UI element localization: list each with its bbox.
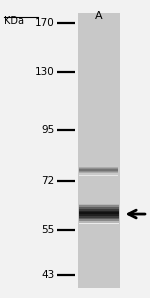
Bar — [78, 178, 120, 192]
Bar — [80, 169, 118, 171]
Bar — [80, 171, 118, 172]
Text: 95: 95 — [41, 125, 54, 135]
Text: KDa: KDa — [4, 15, 24, 26]
Text: A: A — [95, 11, 103, 21]
Bar — [78, 26, 120, 40]
Bar — [79, 205, 119, 207]
Bar — [78, 40, 120, 54]
Bar — [78, 164, 120, 178]
Bar — [79, 218, 119, 219]
Text: 170: 170 — [34, 18, 54, 28]
Bar — [79, 204, 119, 205]
Bar — [78, 150, 120, 164]
Bar — [80, 168, 118, 169]
Text: 72: 72 — [41, 176, 54, 186]
Bar — [80, 175, 118, 176]
Bar — [78, 109, 120, 123]
Bar — [80, 172, 118, 173]
Bar — [80, 173, 118, 175]
Bar — [78, 13, 120, 26]
Bar — [79, 223, 119, 224]
Bar — [78, 68, 120, 82]
Bar — [78, 137, 120, 150]
Bar — [78, 261, 120, 275]
Bar — [80, 165, 118, 167]
Bar — [78, 219, 120, 233]
Text: 43: 43 — [41, 270, 54, 280]
Bar — [79, 209, 119, 211]
Bar — [78, 192, 120, 206]
Bar — [79, 221, 119, 223]
Text: 55: 55 — [41, 225, 54, 235]
Bar — [78, 123, 120, 137]
Bar — [78, 247, 120, 261]
Bar — [80, 167, 118, 168]
Bar — [78, 275, 120, 288]
Bar — [79, 207, 119, 209]
Bar — [79, 214, 119, 216]
Text: 130: 130 — [34, 67, 54, 77]
Bar — [78, 233, 120, 247]
Bar — [79, 219, 119, 221]
Bar — [79, 216, 119, 218]
Bar — [78, 95, 120, 109]
Bar — [78, 54, 120, 68]
Bar — [79, 212, 119, 214]
Bar — [78, 13, 120, 288]
Bar — [79, 211, 119, 212]
Bar — [78, 82, 120, 95]
Bar — [78, 206, 120, 219]
